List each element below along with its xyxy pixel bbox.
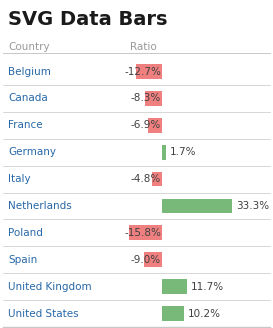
- Bar: [162, 306, 184, 321]
- Text: Italy: Italy: [8, 174, 31, 184]
- Text: France: France: [8, 120, 43, 130]
- Text: United Kingdom: United Kingdom: [8, 282, 92, 292]
- Bar: [144, 252, 162, 267]
- Text: Netherlands: Netherlands: [8, 201, 72, 211]
- Bar: [145, 91, 162, 106]
- Bar: [129, 225, 162, 240]
- Text: -9.0%: -9.0%: [131, 255, 161, 265]
- Bar: [136, 64, 162, 79]
- Text: Poland: Poland: [8, 228, 43, 238]
- Text: Belgium: Belgium: [8, 67, 51, 76]
- Bar: [148, 118, 162, 133]
- Bar: [162, 145, 166, 160]
- Bar: [162, 279, 187, 294]
- Text: Germany: Germany: [8, 147, 56, 157]
- Text: -4.8%: -4.8%: [131, 174, 161, 184]
- Text: -12.7%: -12.7%: [124, 67, 161, 76]
- Text: -15.8%: -15.8%: [124, 228, 161, 238]
- Text: Spain: Spain: [8, 255, 37, 265]
- Text: Country: Country: [8, 42, 50, 52]
- Bar: [152, 172, 162, 187]
- Text: 11.7%: 11.7%: [191, 282, 224, 292]
- Text: 33.3%: 33.3%: [236, 201, 269, 211]
- Text: -6.9%: -6.9%: [131, 120, 161, 130]
- Text: SVG Data Bars: SVG Data Bars: [8, 10, 168, 29]
- Text: 10.2%: 10.2%: [188, 309, 221, 318]
- Text: -8.3%: -8.3%: [131, 93, 161, 103]
- Text: 1.7%: 1.7%: [170, 147, 197, 157]
- Text: Ratio: Ratio: [130, 42, 157, 52]
- Bar: [162, 198, 232, 214]
- Text: United States: United States: [8, 309, 79, 318]
- Text: Canada: Canada: [8, 93, 48, 103]
